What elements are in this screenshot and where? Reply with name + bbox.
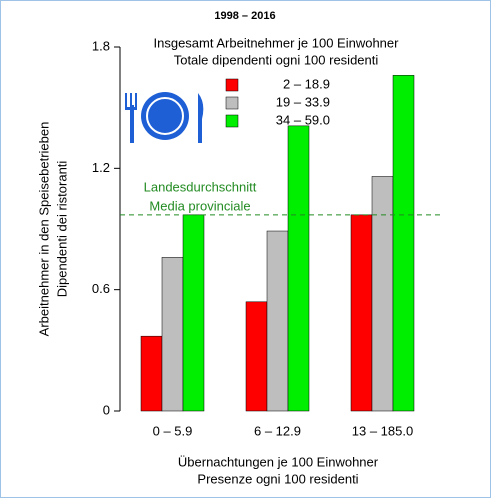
bar (371, 176, 394, 412)
reference-label: Landesdurchschnitt (144, 179, 257, 194)
legend-swatch (225, 114, 239, 128)
bar (266, 230, 289, 412)
x-tick-label: 13 – 185.0 (352, 423, 413, 438)
legend-label: 19 – 33.9 (276, 94, 330, 109)
bar (350, 214, 373, 412)
legend-label: 2 – 18.9 (283, 76, 330, 91)
legend-swatch (225, 96, 239, 110)
bar (287, 125, 310, 412)
y-tick-label: 1.2 (92, 160, 110, 175)
legend-swatch (225, 78, 239, 92)
bar (161, 257, 184, 412)
reference-label: Media provinciale (149, 198, 250, 213)
subtitle: Totale dipendenti ogni 100 residenti (174, 52, 379, 67)
x-tick-label: 0 – 5.9 (153, 423, 193, 438)
bar (182, 214, 205, 412)
chart-title: 1998 – 2016 (214, 10, 275, 22)
x-axis-title: Übernachtungen je 100 Einwohner (178, 454, 379, 469)
bar (245, 301, 268, 412)
y-axis-title: Arbeitnehmer in den Speisebetrieben (36, 122, 51, 337)
x-axis-title: Presenze ogni 100 residenti (197, 471, 358, 486)
y-axis-title: Dipendenti dei ristoranti (54, 161, 69, 298)
bar (140, 335, 163, 412)
y-tick-label: 0 (103, 402, 110, 417)
subtitle: Insgesamt Arbeitnehmer je 100 Einwohner (154, 35, 400, 50)
legend-label: 34 – 59.0 (276, 112, 330, 127)
bar (392, 75, 415, 412)
y-tick-label: 0.6 (92, 281, 110, 296)
x-tick-label: 6 – 12.9 (254, 423, 301, 438)
restaurant-icon (125, 92, 204, 143)
y-tick-label: 1.8 (92, 38, 110, 53)
